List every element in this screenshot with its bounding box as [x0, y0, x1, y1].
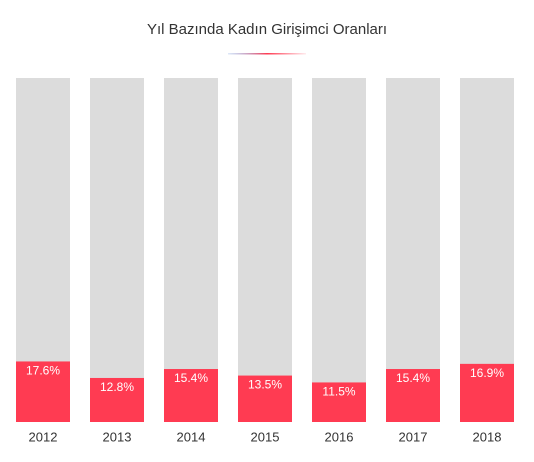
bar-track [312, 78, 366, 422]
x-tick-label: 2018 [473, 429, 502, 444]
bar-track [386, 78, 440, 422]
bar [312, 382, 366, 422]
x-tick-label: 2014 [177, 429, 206, 444]
bar-track [164, 78, 218, 422]
bar-track [238, 78, 292, 422]
x-tick-label: 2012 [29, 429, 58, 444]
bar [90, 377, 144, 422]
x-tick-label: 2016 [325, 429, 354, 444]
bar [16, 361, 70, 422]
value-label: 15.4% [174, 371, 208, 385]
value-label: 17.6% [26, 364, 60, 378]
bar-track [90, 78, 144, 422]
x-tick-label: 2017 [399, 429, 428, 444]
bar [238, 375, 292, 422]
bar [386, 369, 440, 422]
bar [460, 363, 514, 422]
value-label: 16.9% [470, 366, 504, 380]
value-label: 13.5% [248, 378, 282, 392]
x-tick-label: 2015 [251, 429, 280, 444]
value-label: 15.4% [396, 371, 430, 385]
chart-title: Yıl Bazında Kadın Girişimci Oranları [147, 21, 387, 38]
title-rule [228, 53, 306, 55]
value-label: 12.8% [100, 380, 134, 394]
bar [164, 369, 218, 422]
value-label: 11.5% [322, 385, 355, 399]
x-tick-label: 2013 [103, 429, 132, 444]
